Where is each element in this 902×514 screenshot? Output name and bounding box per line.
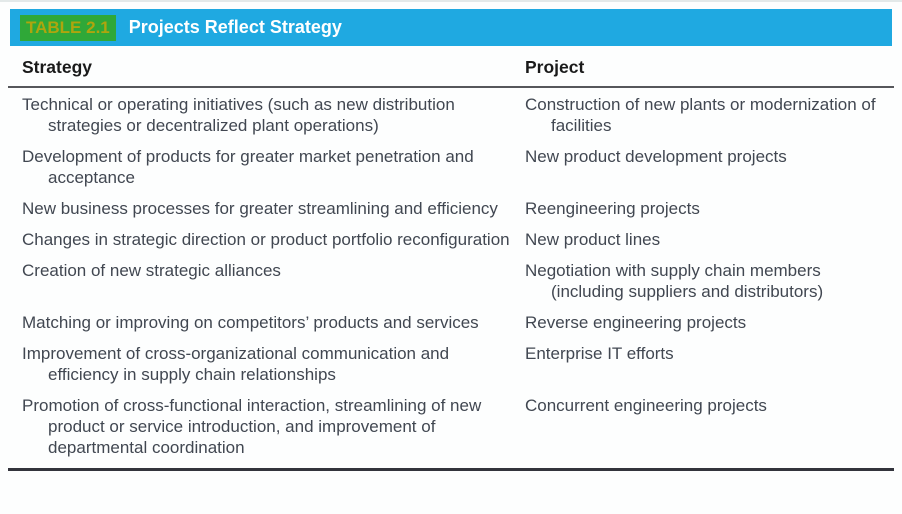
column-header-project: Project: [518, 46, 894, 88]
table-row: New business processes for greater strea…: [8, 193, 894, 224]
strategy-cell: Promotion of cross-functional interactio…: [8, 390, 518, 471]
table-row: Technical or operating initiatives (such…: [8, 87, 894, 141]
table-row: Promotion of cross-functional interactio…: [8, 390, 894, 471]
strategy-cell: New business processes for greater strea…: [22, 199, 498, 218]
table-row: Matching or improving on competitors’ pr…: [8, 307, 894, 338]
project-cell: Reverse engineering projects: [525, 313, 747, 332]
strategy-project-table: Strategy Project Technical or operating …: [8, 46, 894, 471]
table-title: Projects Reflect Strategy: [128, 17, 342, 37]
column-header-strategy: Strategy: [8, 46, 518, 88]
project-cell: Negotiation with supply chain members (i…: [525, 261, 824, 301]
table-title-bar: TABLE 2.1 Projects Reflect Strategy: [10, 9, 892, 46]
project-cell: New product lines: [525, 230, 661, 249]
strategy-cell: Creation of new strategic alliances: [22, 261, 281, 280]
table-number-badge: TABLE 2.1: [20, 14, 116, 41]
table-row: Improvement of cross-organizational comm…: [8, 338, 894, 390]
strategy-cell: Development of products for greater mark…: [22, 147, 474, 187]
table-row: Changes in strategic direction or produc…: [8, 224, 894, 255]
strategy-cell: Matching or improving on competitors’ pr…: [22, 313, 479, 332]
project-cell: Concurrent engineering projects: [518, 390, 894, 471]
project-cell: Construction of new plants or moderniza­…: [525, 95, 876, 135]
table-row: Development of products for greater mark…: [8, 141, 894, 193]
project-cell: New product development projects: [525, 147, 787, 166]
table-row: Creation of new strategic alliances Nego…: [8, 255, 894, 307]
strategy-cell: Changes in strategic direction or produc…: [22, 230, 510, 249]
project-cell: Reengineering projects: [525, 199, 700, 218]
project-cell: Enterprise IT efforts: [525, 344, 674, 363]
strategy-cell: Technical or operating initiatives (such…: [22, 95, 455, 135]
strategy-cell: Improvement of cross-organizational comm…: [22, 344, 450, 384]
table-header-row: Strategy Project: [8, 46, 894, 88]
